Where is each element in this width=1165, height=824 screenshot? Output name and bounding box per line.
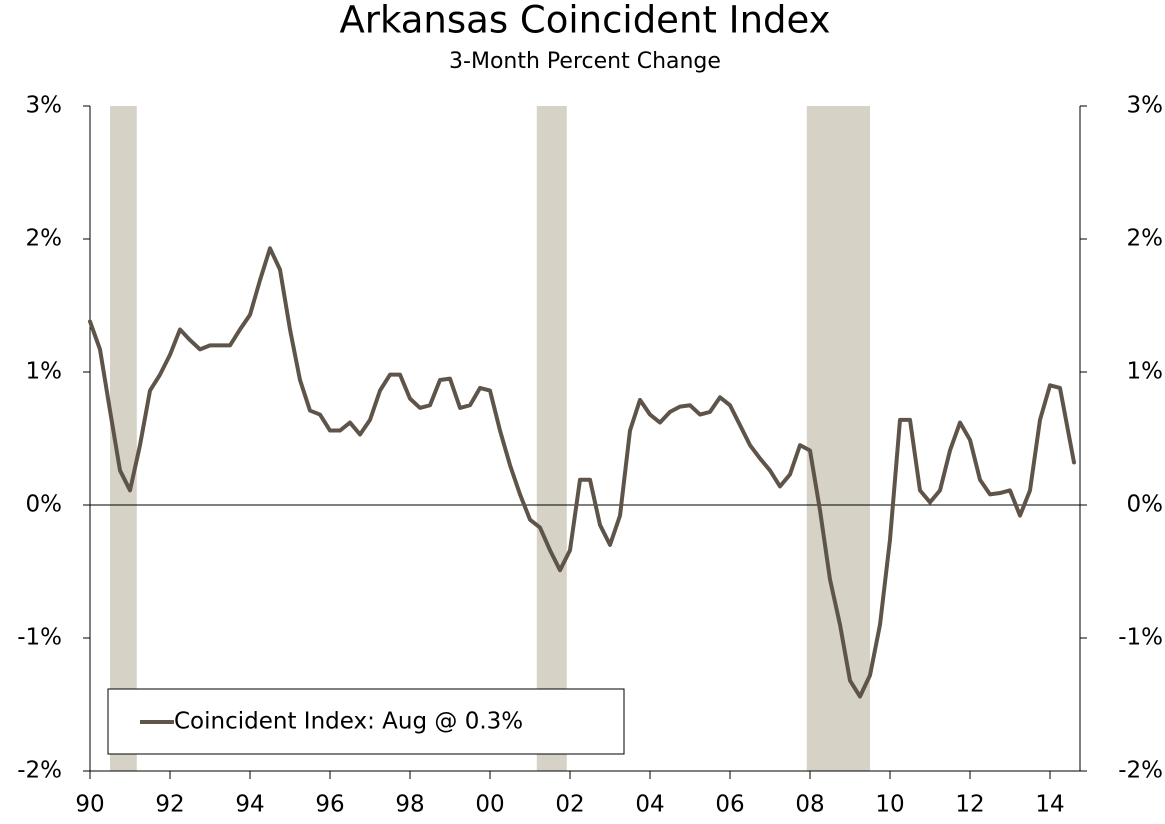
recession-band [806, 106, 870, 771]
y2-tick-label: 3% [1127, 93, 1164, 119]
y-tick-label: 3% [26, 93, 63, 119]
x-tick-label: 92 [155, 792, 184, 818]
legend-label: Coincident Index: Aug @ 0.3% [174, 709, 523, 735]
x-tick-label: 08 [795, 792, 824, 818]
x-tick-label: 98 [395, 792, 424, 818]
y-tick-label: 2% [26, 226, 63, 252]
chart-subtitle: 3-Month Percent Change [449, 49, 721, 74]
y-tick-label: 0% [26, 492, 63, 518]
chart-title: Arkansas Coincident Index [339, 0, 830, 42]
x-tick-label: 02 [555, 792, 584, 818]
y-tick-label: 1% [26, 359, 63, 385]
series-line [88, 246, 1076, 699]
x-tick-label: 96 [315, 792, 344, 818]
y2-tick-label: -1% [1118, 625, 1163, 651]
y2-tick-label: -2% [1118, 758, 1163, 784]
x-tick-label: 06 [715, 792, 744, 818]
x-tick-label: 04 [635, 792, 664, 818]
y2-tick-label: 1% [1127, 359, 1164, 385]
y2-tick-label: 2% [1127, 226, 1164, 252]
x-tick-label: 14 [1035, 792, 1064, 818]
x-tick-label: 90 [75, 792, 104, 818]
y-tick-label: -2% [17, 758, 62, 784]
x-tick-label: 12 [955, 792, 984, 818]
y-tick-label: -1% [17, 625, 62, 651]
x-tick-label: 10 [875, 792, 904, 818]
x-tick-label: 00 [475, 792, 504, 818]
legend-box [107, 688, 625, 755]
x-tick-label: 94 [235, 792, 264, 818]
recession-band [536, 106, 567, 771]
y2-tick-label: 0% [1127, 492, 1164, 518]
